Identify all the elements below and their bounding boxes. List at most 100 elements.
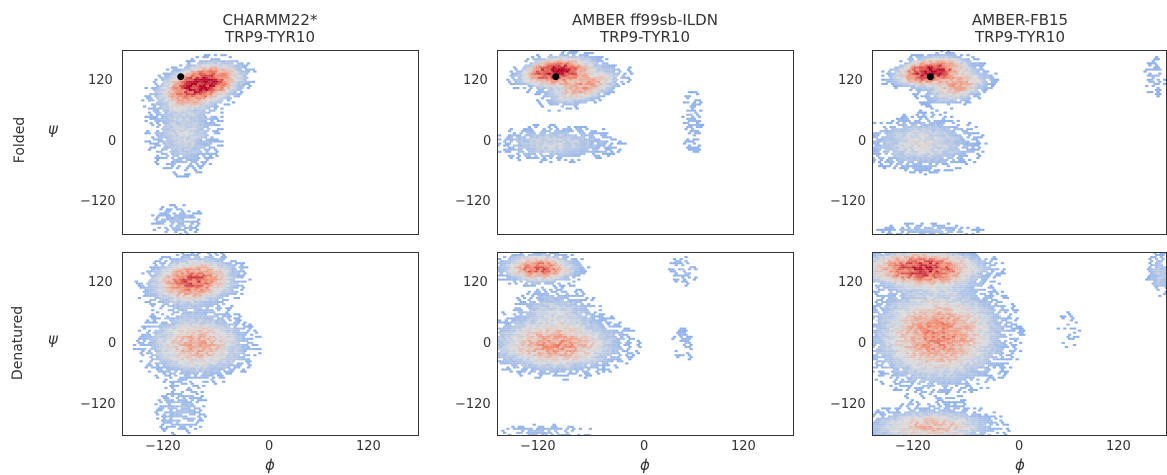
hexbin-cell [963, 99, 967, 102]
hexbin-cell [179, 352, 183, 355]
hexbin-cell [930, 99, 934, 102]
hexbin-cell [943, 152, 947, 155]
hexbin-cell [595, 78, 599, 81]
hexbin-cell [218, 89, 222, 92]
hexbin-cell [889, 142, 893, 145]
hexbin-cell [873, 150, 877, 153]
hexbin-cell [212, 323, 216, 326]
hexbin-cell [227, 292, 231, 295]
hexbin-cell [198, 360, 203, 363]
hexbin-cell [203, 140, 208, 143]
hexbin-cell [565, 132, 569, 135]
hexbin-cell [195, 307, 199, 310]
hexbin-cell [534, 146, 538, 149]
hexbin-cell [560, 130, 564, 133]
hexbin-cell [147, 115, 152, 118]
hexbin-cell [935, 109, 939, 112]
hexbin-cell [597, 138, 601, 141]
hexbin-cell [976, 136, 980, 139]
hexbin-cell [222, 68, 226, 71]
hexbin-cell [598, 58, 602, 61]
hexbin-cell [973, 66, 977, 69]
hexbin-cell [562, 91, 566, 94]
hexbin-cell [200, 362, 204, 365]
hexbin-cell [564, 97, 568, 100]
hexbin-cell [1145, 68, 1149, 71]
hexbin-cell [192, 339, 196, 342]
hexbin-cell [154, 107, 158, 110]
hexbin-cell [570, 76, 574, 79]
hexbin-cell [966, 58, 970, 61]
hexbin-cell [218, 323, 222, 326]
hexbin-cell [190, 346, 194, 348]
hexbin-cell [172, 339, 176, 342]
hexbin-cell [687, 95, 692, 98]
hexbin-cell [174, 325, 178, 328]
hexbin-cell [969, 148, 973, 151]
hexbin-cell [161, 313, 165, 316]
hexbin-cell [517, 134, 522, 137]
hexbin-cell [618, 70, 622, 73]
hexbin-cell [549, 70, 553, 73]
hexbin-cell [147, 350, 152, 353]
hexbin-cell [179, 339, 183, 342]
hexbin-cell [172, 327, 176, 330]
hexbin-cell [159, 401, 163, 404]
hexbin-cell [208, 105, 213, 108]
hexbin-cell [933, 144, 937, 147]
hexbin-cell [927, 58, 931, 61]
hexbin-cell [208, 356, 213, 359]
hexbin-cell [187, 124, 191, 127]
hexbin-cell [190, 366, 194, 369]
hexbin-cell [233, 66, 237, 69]
hexbin-cell [208, 101, 213, 104]
hexbin-cell [941, 232, 946, 234]
hexbin-cell [603, 80, 607, 83]
hexbin-cell [193, 230, 198, 233]
hexbin-cell [696, 93, 700, 96]
hexbin-cell [963, 132, 967, 135]
hexbin-cell [180, 218, 185, 221]
hexbin-cell [941, 146, 946, 149]
hexbin-cell [230, 91, 234, 94]
hexbin-cell [694, 148, 698, 151]
hexbin-cell [940, 54, 944, 57]
hexbin-cell [592, 74, 596, 77]
hexbin-cell [185, 299, 189, 301]
hexbin-cell [964, 76, 969, 79]
hexbin-cell [590, 60, 594, 63]
hexbin-cell [212, 339, 216, 342]
hexbin-cell [567, 89, 571, 92]
hexbin-cell [170, 148, 175, 151]
hexbin-cell [172, 307, 176, 310]
hexbin-cell [144, 325, 148, 328]
hexbin-cell [154, 321, 158, 324]
hexbin-cell [174, 87, 178, 90]
hexbin-cell [217, 70, 221, 73]
hexbin-cell [202, 89, 206, 92]
hexbin-cell [147, 95, 152, 98]
hexbin-cell [915, 167, 919, 170]
hexbin-cell [562, 58, 566, 61]
hexbin-cell [899, 158, 903, 161]
hexbin-cell [172, 348, 176, 351]
hexbin-cell [193, 148, 198, 151]
hexbin-cell [976, 148, 980, 151]
hexbin-cell [208, 109, 213, 112]
hexbin-cell [595, 87, 599, 90]
hexbin-cell [511, 72, 515, 75]
hexbin-cell [946, 91, 951, 94]
hexbin-cell [689, 130, 693, 133]
hexbin-cell [217, 87, 221, 90]
hexbin-cell [193, 74, 198, 77]
hexbin-cell [964, 84, 969, 87]
hexbin-cell [915, 89, 919, 92]
hexbin-cell [522, 152, 527, 155]
hexbin-cell [161, 206, 165, 209]
hexbin-cell [147, 301, 152, 303]
hexbin-cell [210, 140, 214, 143]
hexbin-cell [922, 68, 926, 71]
hexbin-cell [165, 339, 170, 342]
hexbin-cell [532, 74, 536, 77]
hexbin-cell [149, 146, 153, 149]
